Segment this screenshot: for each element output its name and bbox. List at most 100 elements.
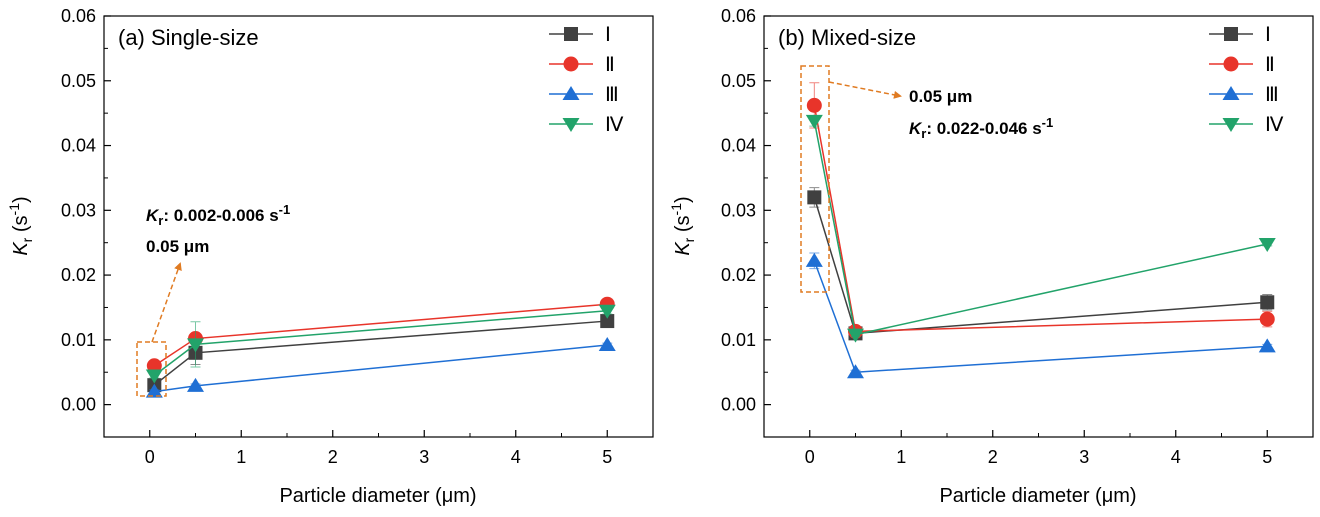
legend-item: Ⅰ	[1209, 24, 1271, 46]
y-tick-label: 0.01	[61, 330, 96, 350]
data-point	[847, 328, 864, 343]
x-axis-title: Particle diameter (μm)	[939, 485, 1136, 507]
legend-marker	[562, 118, 580, 132]
highlight-box	[800, 65, 830, 293]
data-point	[805, 114, 823, 129]
x-tick-label: 3	[419, 447, 429, 467]
legend-item: Ⅱ	[549, 54, 615, 76]
y-axis-title: Kr (s-1)	[668, 196, 697, 255]
series-layer	[805, 82, 1276, 379]
x-axis-title: Particle diameter (μm)	[279, 485, 476, 507]
series-3	[145, 337, 616, 398]
x-tick-label: 5	[1262, 447, 1272, 467]
data-point	[1258, 338, 1276, 353]
x-tick-label: 3	[1079, 447, 1089, 467]
y-tick-label: 0.03	[721, 200, 756, 220]
series-line	[153, 309, 608, 377]
series-1	[807, 187, 1275, 341]
series-layer	[145, 296, 616, 398]
y-tick-label: 0.04	[61, 136, 96, 156]
y-tick-label: 0.00	[721, 395, 756, 415]
data-point	[847, 364, 864, 379]
data-point	[145, 383, 163, 398]
legend-marker	[1223, 56, 1239, 72]
x-tick-label: 0	[805, 447, 815, 467]
legend-marker	[1222, 86, 1240, 100]
series-3	[805, 252, 1276, 379]
y-axis-title: Kr (s-1)	[6, 196, 35, 255]
panel-title: (a) Single-size	[118, 25, 259, 50]
y-tick-label: 0.05	[61, 71, 96, 91]
x-tick-label: 1	[896, 447, 906, 467]
data-point	[806, 97, 822, 113]
data-point	[600, 314, 615, 329]
legend: Ⅰ Ⅱ Ⅲ Ⅳ	[1209, 24, 1284, 136]
x-tick-label: 4	[1171, 447, 1181, 467]
data-point	[807, 190, 822, 205]
legend-item: Ⅰ	[549, 24, 611, 46]
x-tick-label: 2	[328, 447, 338, 467]
legend-label: Ⅱ	[605, 54, 615, 76]
series-line	[813, 197, 1268, 335]
annotation-arrow	[828, 81, 902, 99]
y-tick-label: 0.05	[721, 71, 756, 91]
legend-label: Ⅲ	[605, 84, 619, 106]
data-point	[1258, 237, 1276, 252]
x-tick-label: 5	[602, 447, 612, 467]
highlight-box	[136, 341, 167, 397]
y-tick-label: 0.00	[61, 395, 96, 415]
data-point	[187, 377, 204, 392]
data-point	[1260, 295, 1275, 310]
x-tick-label: 2	[988, 447, 998, 467]
legend-item: Ⅲ	[1209, 84, 1279, 106]
legend-marker	[564, 27, 578, 41]
y-tick-label: 0.02	[721, 265, 756, 285]
kr-range-annotation: Kr: 0.022-0.046 s-1	[909, 115, 1053, 141]
plot-frame	[763, 15, 1314, 438]
panel-single-size: 0.00 0.01 0.02 0.03 0.04 0.05 0.06 0 1 2 3 4 5 (a) …	[6, 6, 654, 507]
legend-label: Ⅲ	[1265, 84, 1279, 106]
series-line	[154, 344, 608, 393]
data-point	[145, 369, 163, 384]
legend-label: Ⅳ	[1265, 114, 1284, 136]
data-point	[598, 304, 616, 319]
legend: Ⅰ Ⅱ Ⅲ Ⅳ	[549, 24, 624, 136]
y-tick-label: 0.02	[61, 265, 96, 285]
series-line	[153, 320, 608, 386]
y-axis-ticks: 0.00 0.01 0.02 0.03 0.04 0.05 0.06	[721, 6, 771, 415]
panel-mixed-size: 0.00 0.01 0.02 0.03 0.04 0.05 0.06 0 1 2 3 4 5 (b) …	[668, 6, 1314, 507]
legend-label: Ⅱ	[1265, 54, 1275, 76]
legend-label: Ⅰ	[1265, 24, 1271, 46]
data-point	[805, 252, 823, 267]
x-axis-ticks: 0 1 2 3 4 5	[145, 430, 612, 467]
x-tick-label: 4	[511, 447, 521, 467]
plot-frame	[103, 15, 654, 438]
data-point	[598, 337, 616, 352]
y-tick-label: 0.06	[721, 6, 756, 26]
y-tick-label: 0.01	[721, 330, 756, 350]
legend-label: Ⅳ	[605, 114, 624, 136]
series-line	[153, 303, 608, 367]
legend-label: Ⅰ	[605, 24, 611, 46]
y-tick-label: 0.06	[61, 6, 96, 26]
legend-marker	[1224, 27, 1238, 41]
series-4	[805, 114, 1276, 343]
x-axis-ticks: 0 1 2 3 4 5	[805, 430, 1272, 467]
legend-item: Ⅱ	[1209, 54, 1275, 76]
y-tick-label: 0.04	[721, 136, 756, 156]
y-axis-ticks: 0.00 0.01 0.02 0.03 0.04 0.05 0.06	[61, 6, 111, 415]
size-annotation: 0.05 μm	[146, 237, 209, 256]
size-annotation: 0.05 μm	[909, 87, 972, 106]
legend-item: Ⅳ	[1209, 114, 1284, 136]
series-1	[147, 314, 615, 393]
series-4	[145, 304, 616, 384]
legend-item: Ⅲ	[549, 84, 619, 106]
x-tick-label: 0	[145, 447, 155, 467]
series-line	[813, 105, 1268, 333]
annotation-arrow	[151, 262, 182, 343]
kr-range-annotation: Kr: 0.002-0.006 s-1	[146, 202, 290, 228]
series-line	[813, 260, 1268, 374]
x-tick-label: 1	[236, 447, 246, 467]
y-tick-label: 0.03	[61, 200, 96, 220]
